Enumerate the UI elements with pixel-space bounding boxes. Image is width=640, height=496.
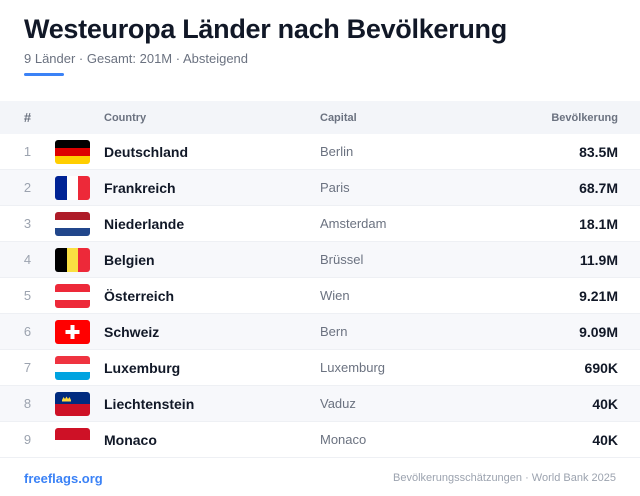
row-rank: 8 [23, 396, 32, 411]
row-capital: Vaduz [320, 396, 356, 411]
table-row: 2 Frankreich Paris 68.7M [0, 170, 640, 206]
footer: freeflags.org Bevölkerungsschätzungen · … [24, 468, 616, 488]
page-title: Westeuropa Länder nach Bevölkerung [24, 14, 507, 44]
table-row: 8 Liechtenstein Vaduz 40K [0, 386, 640, 422]
page-subtitle: 9 Länder · Gesamt: 201M · Absteigend [24, 51, 249, 66]
row-capital: Paris [320, 180, 350, 195]
table-row: 7 Luxemburg Luxemburg 690K [0, 350, 640, 386]
row-country: Schweiz [104, 323, 160, 340]
row-country: Luxemburg [104, 359, 181, 376]
row-population: 83.5M [579, 143, 618, 160]
row-rank: 6 [23, 324, 32, 339]
row-rank: 3 [23, 216, 32, 231]
table-row: 1 Deutschland Berlin 83.5M [0, 134, 640, 170]
table-row: 6 Schweiz Bern 9.09M [0, 314, 640, 350]
row-population: 690K [584, 359, 618, 376]
row-capital: Bern [320, 324, 348, 339]
header-rank: # [23, 110, 32, 125]
row-country: Liechtenstein [104, 395, 195, 412]
header: Westeuropa Länder nach Bevölkerung 9 Län… [24, 10, 616, 76]
row-capital: Berlin [320, 144, 354, 159]
row-population: 9.21M [579, 287, 618, 304]
france-flag-icon [55, 175, 90, 200]
row-population: 40K [592, 395, 618, 412]
row-population: 40K [592, 431, 618, 448]
row-country: Frankreich [104, 179, 176, 196]
table-row: 4 Belgien Brüssel 11.9M [0, 242, 640, 278]
row-rank: 7 [23, 360, 32, 375]
row-capital: Monaco [320, 432, 367, 447]
row-rank: 4 [23, 252, 32, 267]
belgium-flag-icon [55, 247, 90, 272]
row-capital: Luxemburg [320, 360, 386, 375]
row-capital: Brüssel [320, 252, 364, 267]
header-population: Bevölkerung [551, 111, 618, 124]
row-rank: 1 [23, 144, 32, 159]
row-population: 11.9M [579, 251, 618, 268]
source-note: Bevölkerungsschätzungen · World Bank 202… [393, 472, 616, 484]
germany-flag-icon [55, 139, 90, 164]
row-population: 18.1M [579, 215, 618, 232]
row-capital: Amsterdam [320, 216, 387, 231]
row-country: Belgien [104, 251, 155, 268]
row-population: 9.09M [579, 323, 618, 340]
table-header: # Country Capital Bevölkerung [0, 101, 640, 134]
table-row: 9 Monaco Monaco 40K [0, 422, 640, 458]
header-country: Country [104, 111, 147, 124]
switzerland-flag-icon [55, 319, 90, 344]
liechtenstein-flag-icon [55, 391, 90, 416]
luxembourg-flag-icon [55, 355, 90, 380]
header-capital: Capital [320, 111, 357, 124]
row-population: 68.7M [579, 179, 618, 196]
table-row: 3 Niederlande Amsterdam 18.1M [0, 206, 640, 242]
row-rank: 9 [23, 432, 32, 447]
row-capital: Wien [320, 288, 350, 303]
monaco-flag-icon [55, 427, 90, 452]
row-country: Deutschland [104, 143, 189, 160]
row-country: Niederlande [104, 215, 185, 232]
row-rank: 2 [23, 180, 32, 195]
population-table: # Country Capital Bevölkerung 1 Deutschl… [0, 101, 640, 458]
table-row: 5 Österreich Wien 9.21M [0, 278, 640, 314]
austria-flag-icon [55, 283, 90, 308]
netherlands-flag-icon [55, 211, 90, 236]
row-rank: 5 [23, 288, 32, 303]
row-country: Österreich [104, 287, 175, 304]
brand-link[interactable]: freeflags.org [24, 470, 103, 486]
title-accent-bar [24, 73, 64, 76]
row-country: Monaco [104, 431, 157, 448]
